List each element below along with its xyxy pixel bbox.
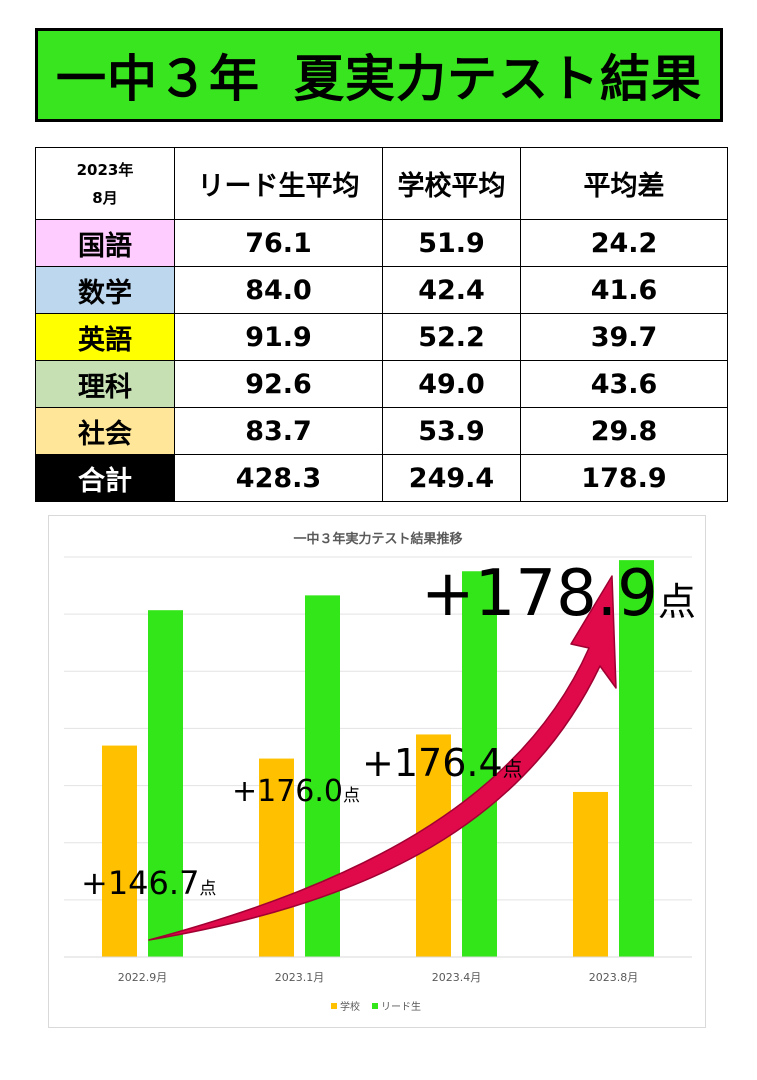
- legend-label: 学校: [340, 1000, 360, 1013]
- diff-cell: 29.8: [520, 407, 728, 455]
- table-row: 社会 83.7 53.9 29.8: [35, 407, 728, 455]
- bar-lead: [148, 610, 183, 957]
- chart-title: 一中３年実力テスト結果推移: [293, 531, 462, 547]
- subject-cell: 合計: [35, 454, 175, 502]
- x-tick-label: 2023.4月: [432, 971, 482, 984]
- table-row: 国語 76.1 51.9 24.2: [35, 219, 728, 267]
- title-text: 一中３年 夏実力テスト結果: [56, 50, 702, 108]
- diff-cell: 24.2: [520, 219, 728, 267]
- table-total-row: 合計 428.3 249.4 178.9: [35, 454, 728, 502]
- subject-cell: 理科: [35, 360, 175, 408]
- school-average-cell: 51.9: [382, 219, 521, 267]
- bar-chart: 一中３年実力テスト結果推移 2022.9月 2023.1月 2023.4月 2023.8…: [64, 531, 696, 1013]
- header-average-diff: 平均差: [520, 147, 728, 220]
- table-row: 英語 91.9 52.2 39.7: [35, 313, 728, 361]
- diff-cell: 41.6: [520, 266, 728, 314]
- trend-arrow: [148, 575, 617, 941]
- school-average-cell: 53.9: [382, 407, 521, 455]
- legend-swatch: [372, 1003, 378, 1009]
- header-lead-average: リード生平均: [174, 147, 383, 220]
- diff-cell: 39.7: [520, 313, 728, 361]
- subject-cell: 数学: [35, 266, 175, 314]
- diff-total-cell: 178.9: [520, 454, 728, 502]
- bar-lead: [462, 571, 497, 957]
- header-school-average: 学校平均: [382, 147, 521, 220]
- legend-swatch: [331, 1003, 337, 1009]
- chart-container: 一中３年実力テスト結果推移 2022.9月 2023.1月 2023.4月 2023.8…: [48, 515, 706, 1028]
- x-tick-label: 2022.9月: [118, 971, 168, 984]
- legend-label: リード生: [381, 1000, 421, 1013]
- bar-lead: [619, 560, 654, 957]
- difference-annotation: +178.9点: [421, 557, 696, 631]
- subject-cell: 社会: [35, 407, 175, 455]
- subject-cell: 国語: [35, 219, 175, 267]
- bar-school: [573, 791, 608, 957]
- difference-annotation: +176.0点: [232, 774, 360, 809]
- lead-average-cell: 92.6: [174, 360, 383, 408]
- difference-annotation: +176.4点: [362, 741, 523, 785]
- school-average-cell: 49.0: [382, 360, 521, 408]
- bar-school: [259, 758, 294, 957]
- x-tick-label: 2023.1月: [275, 971, 325, 984]
- table-corner-date: 2023年 8月: [35, 147, 175, 220]
- bar-school: [102, 745, 137, 957]
- table-header-row: 2023年 8月 リード生平均 学校平均 平均差: [35, 147, 728, 220]
- lead-average-cell: 76.1: [174, 219, 383, 267]
- x-tick-label: 2023.8月: [589, 971, 639, 984]
- difference-annotation: +146.7点: [81, 864, 216, 902]
- school-average-cell: 52.2: [382, 313, 521, 361]
- diff-cell: 43.6: [520, 360, 728, 408]
- school-total-cell: 249.4: [382, 454, 521, 502]
- subject-cell: 英語: [35, 313, 175, 361]
- lead-average-cell: 84.0: [174, 266, 383, 314]
- lead-average-cell: 83.7: [174, 407, 383, 455]
- table-row: 理科 92.6 49.0 43.6: [35, 360, 728, 408]
- lead-average-cell: 91.9: [174, 313, 383, 361]
- school-average-cell: 42.4: [382, 266, 521, 314]
- results-table: 2023年 8月 リード生平均 学校平均 平均差 国語 76.1 51.9 24.…: [35, 147, 728, 502]
- table-row: 数学 84.0 42.4 41.6: [35, 266, 728, 314]
- title-banner: 一中３年 夏実力テスト結果: [35, 28, 723, 122]
- lead-total-cell: 428.3: [174, 454, 383, 502]
